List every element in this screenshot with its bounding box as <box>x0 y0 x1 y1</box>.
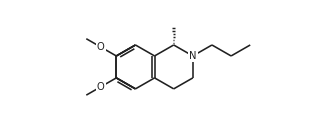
Text: O: O <box>97 42 105 52</box>
Text: O: O <box>97 82 105 92</box>
Text: N: N <box>189 51 197 61</box>
